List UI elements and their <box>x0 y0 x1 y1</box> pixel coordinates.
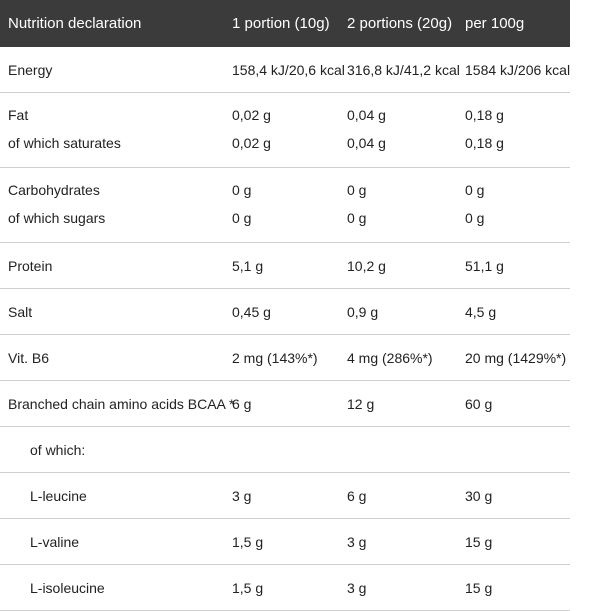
row-group: Salt 0,45 g 0,9 g 4,5 g <box>0 289 570 335</box>
row-label: Protein <box>8 257 53 274</box>
value-cell: 0 g <box>347 182 367 198</box>
value-cell: 0,04 g <box>347 135 386 151</box>
value-cell: 1,5 g <box>232 579 264 596</box>
row-group: Vit. B6 2 mg (143%*) 4 mg (286%*) 20 mg (14… <box>0 335 570 381</box>
row-label: L-valine <box>30 533 80 550</box>
row-group: L-leucine 3 g 6 g 30 g <box>0 473 570 519</box>
table-row: Branched chain amino acids BCAA * 6 g 12 g… <box>0 381 570 426</box>
row-label: Vit. B6 <box>8 349 49 366</box>
value-cell: 158,4 kJ/20,6 kcal <box>232 61 345 78</box>
row-label: of which: <box>30 441 86 458</box>
value-cell: 0,02 g <box>232 107 271 123</box>
header-cell: 2 portions (20g) <box>347 15 453 32</box>
value-cell: 0 g <box>347 210 367 226</box>
table-row: Salt 0,45 g 0,9 g 4,5 g <box>0 289 570 334</box>
table-row: Carbohydrates 0 g 0 g 0 g <box>0 176 570 204</box>
value-cell: 0,02 g <box>232 135 271 151</box>
header-cell: Nutrition declaration <box>8 15 142 32</box>
row-label: L-leucine <box>30 487 87 504</box>
row-label: Energy <box>8 61 53 78</box>
table-row: Protein 5,1 g 10,2 g 51,1 g <box>0 243 570 288</box>
value-cell: 1,5 g <box>232 533 264 550</box>
row-label: of which sugars <box>8 210 106 226</box>
value-cell: 0 g <box>232 182 252 198</box>
row-group: Branched chain amino acids BCAA * 6 g 12 g… <box>0 381 570 427</box>
row-label: L-isoleucine <box>30 579 105 596</box>
table-row: of which: <box>0 427 570 472</box>
row-group: Protein 5,1 g 10,2 g 51,1 g <box>0 243 570 289</box>
value-cell: 5,1 g <box>232 257 264 274</box>
value-cell: 15 g <box>465 533 493 550</box>
row-label: Salt <box>8 303 33 320</box>
value-cell: 4 mg (286%*) <box>347 349 433 366</box>
value-cell: 3 g <box>232 487 252 504</box>
row-group: of which: <box>0 427 570 473</box>
row-group: Fat 0,02 g 0,04 g 0,18 g of which saturates 0… <box>0 93 570 168</box>
row-group: L-valine 1,5 g 3 g 15 g <box>0 519 570 565</box>
table-row: L-valine 1,5 g 3 g 15 g <box>0 519 570 564</box>
row-label: Carbohydrates <box>8 182 100 198</box>
row-label: Fat <box>8 107 29 123</box>
value-cell: 0,9 g <box>347 303 379 320</box>
value-cell: 0 g <box>465 210 485 226</box>
table-row: of which sugars 0 g 0 g 0 g <box>0 204 570 232</box>
table-row: L-isoleucine 1,5 g 3 g 15 g <box>0 565 570 610</box>
table-row: L-leucine 3 g 6 g 30 g <box>0 473 570 518</box>
table-row: Energy 158,4 kJ/20,6 kcal 316,8 kJ/41,2 kc… <box>0 47 570 92</box>
value-cell: 0 g <box>465 182 485 198</box>
table-row: Vit. B6 2 mg (143%*) 4 mg (286%*) 20 mg (14… <box>0 335 570 380</box>
value-cell: 0,18 g <box>465 135 504 151</box>
value-cell: 316,8 kJ/41,2 kcal <box>347 61 460 78</box>
value-cell: 0 g <box>232 210 252 226</box>
value-cell: 20 mg (1429%*) <box>465 349 567 366</box>
value-cell: 2 mg (143%*) <box>232 349 318 366</box>
row-group: Carbohydrates 0 g 0 g 0 g of which sugars 0 g… <box>0 168 570 243</box>
row-label: Branched chain amino acids BCAA * <box>8 395 235 412</box>
table-row: of which saturates 0,02 g 0,04 g 0,18 g <box>0 129 570 157</box>
value-cell: 1584 kJ/206 kcal <box>465 61 571 78</box>
value-cell: 0,45 g <box>232 303 271 320</box>
value-cell: 60 g <box>465 395 493 412</box>
table-row: Fat 0,02 g 0,04 g 0,18 g <box>0 101 570 129</box>
value-cell: 6 g <box>232 395 252 412</box>
row-group: Energy 158,4 kJ/20,6 kcal 316,8 kJ/41,2 kc… <box>0 47 570 93</box>
value-cell: 30 g <box>465 487 493 504</box>
value-cell: 3 g <box>347 579 367 596</box>
value-cell: 0,18 g <box>465 107 504 123</box>
header-cell: per 100g <box>465 15 525 32</box>
value-cell: 3 g <box>347 533 367 550</box>
row-group: L-isoleucine 1,5 g 3 g 15 g <box>0 565 570 611</box>
value-cell: 12 g <box>347 395 375 412</box>
value-cell: 4,5 g <box>465 303 497 320</box>
table-header: Nutrition declaration 1 portion (10g) 2 po… <box>0 0 570 47</box>
row-label: of which saturates <box>8 135 121 151</box>
value-cell: 51,1 g <box>465 257 504 274</box>
value-cell: 0,04 g <box>347 107 386 123</box>
value-cell: 10,2 g <box>347 257 386 274</box>
table-body: Energy 158,4 kJ/20,6 kcal 316,8 kJ/41,2 kc… <box>0 47 570 611</box>
header-cell: 1 portion (10g) <box>232 15 330 32</box>
value-cell: 6 g <box>347 487 367 504</box>
value-cell: 15 g <box>465 579 493 596</box>
nutrition-table: Nutrition declaration 1 portion (10g) 2 po… <box>0 0 570 611</box>
